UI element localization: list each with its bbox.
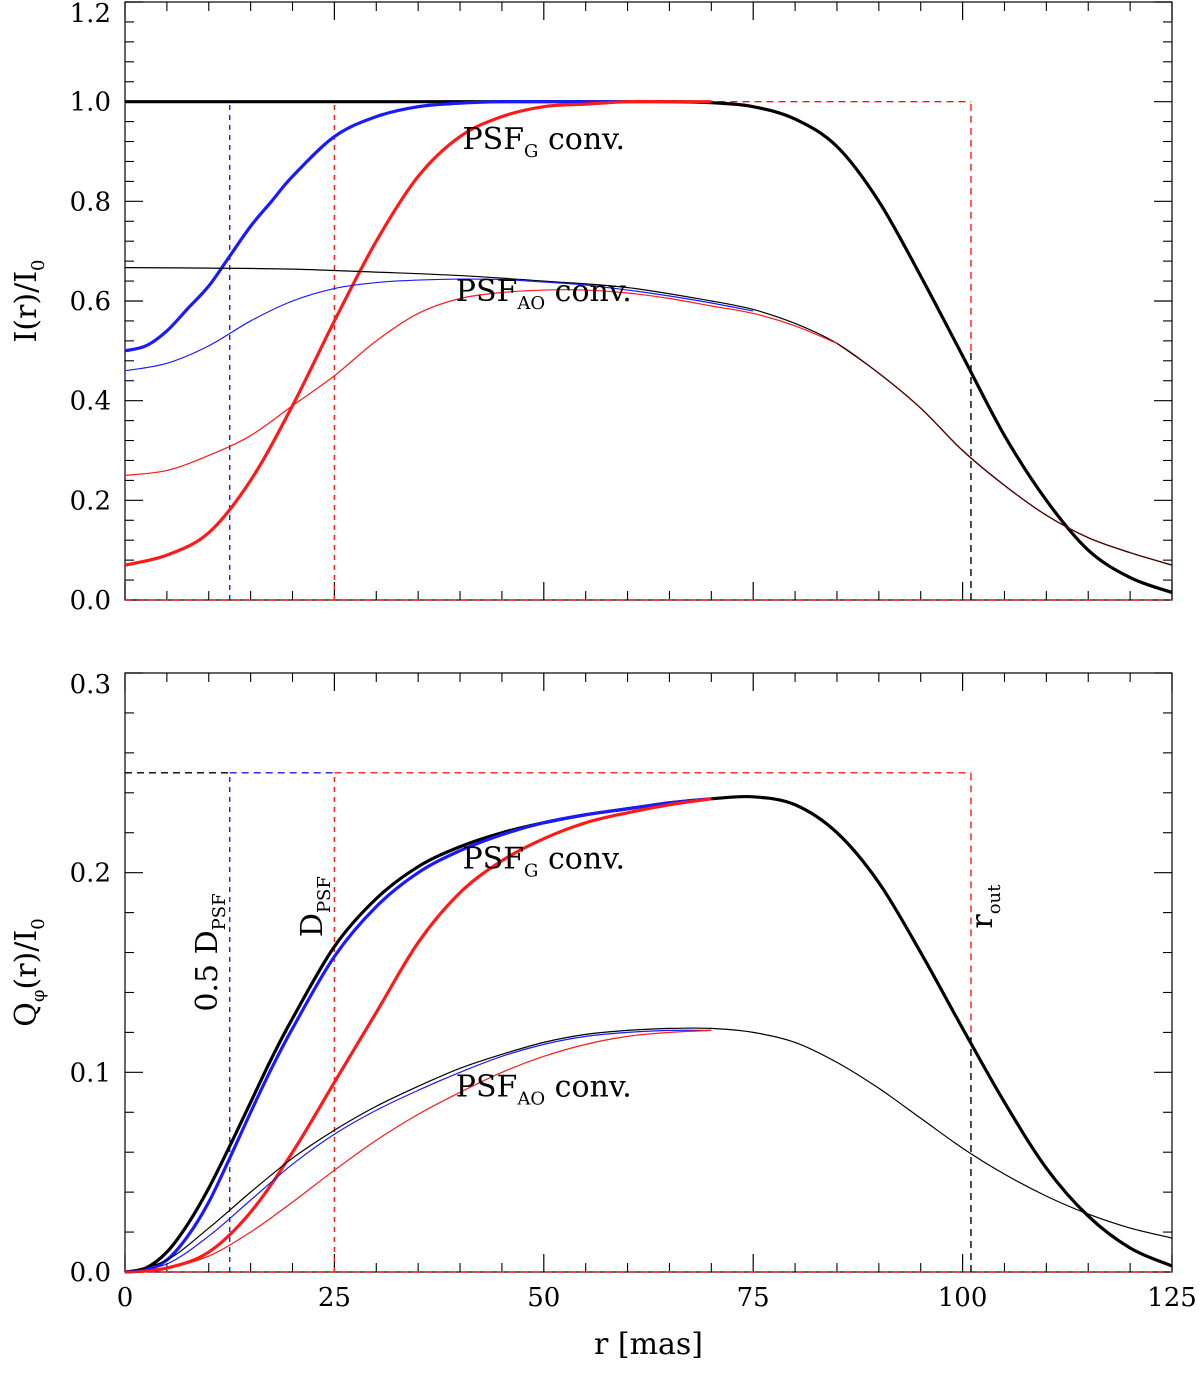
line-label: 0.5 DPSF bbox=[190, 893, 230, 1011]
series-line bbox=[124, 1027, 1173, 1273]
series-line bbox=[124, 99, 712, 567]
y-tick-label: 1.2 bbox=[70, 0, 111, 29]
series-line bbox=[124, 289, 838, 477]
y-tick-label: 0.6 bbox=[70, 287, 111, 317]
y-axis-title: I(r)/I0 bbox=[9, 259, 49, 342]
plot-frame bbox=[124, 672, 1173, 1273]
y-tick-label: 0.0 bbox=[70, 586, 111, 616]
psf-annotation: PSFG conv. bbox=[462, 842, 625, 882]
x-tick-label: 0 bbox=[117, 1283, 134, 1313]
x-tick-label: 50 bbox=[527, 1283, 560, 1313]
y-tick-label: 0.8 bbox=[70, 187, 111, 217]
x-tick-label: 125 bbox=[1147, 1283, 1197, 1313]
series-line bbox=[124, 797, 712, 1274]
psf-annotation: PSFAO conv. bbox=[456, 1069, 632, 1109]
series-line bbox=[125, 99, 1173, 595]
y-axis-title: Qφ(r)/I0 bbox=[9, 918, 49, 1026]
psf-annotation: PSFG conv. bbox=[462, 122, 625, 162]
x-tick-label: 25 bbox=[318, 1283, 351, 1313]
x-axis-title: r [mas] bbox=[594, 1327, 703, 1362]
plot-frame bbox=[124, 1, 1173, 601]
series-line bbox=[124, 1029, 712, 1273]
y-tick-label: 0.4 bbox=[70, 387, 111, 417]
series-line bbox=[836, 342, 1173, 566]
x-tick-label: 100 bbox=[938, 1283, 988, 1313]
psf-annotation: PSFAO conv. bbox=[456, 274, 632, 314]
series-line bbox=[124, 99, 628, 353]
y-tick-label: 0.2 bbox=[70, 859, 111, 889]
line-label: DPSF bbox=[295, 876, 335, 937]
y-tick-label: 0.3 bbox=[70, 670, 111, 700]
top-panel-intensity: 0.0 0.2 0.4 0.6 0.8 1.0 1.2 PSFG conv. PSFAO con… bbox=[9, 0, 1173, 616]
series-line bbox=[124, 797, 712, 1274]
line-label: rout bbox=[965, 884, 1005, 929]
series-line bbox=[124, 278, 754, 372]
x-tick-label: 75 bbox=[737, 1283, 770, 1313]
y-tick-label: 1.0 bbox=[70, 88, 111, 118]
series-line bbox=[124, 267, 1173, 566]
series-line bbox=[124, 1029, 712, 1273]
y-tick-label: 0.0 bbox=[70, 1258, 111, 1288]
y-tick-label: 0.2 bbox=[70, 486, 111, 516]
bottom-panel-polarized: 0 25 50 75 100 125 0.0 0.1 0.2 0.3 PSFG conv. PSFAO… bbox=[9, 670, 1197, 1362]
y-tick-label: 0.1 bbox=[70, 1058, 111, 1088]
